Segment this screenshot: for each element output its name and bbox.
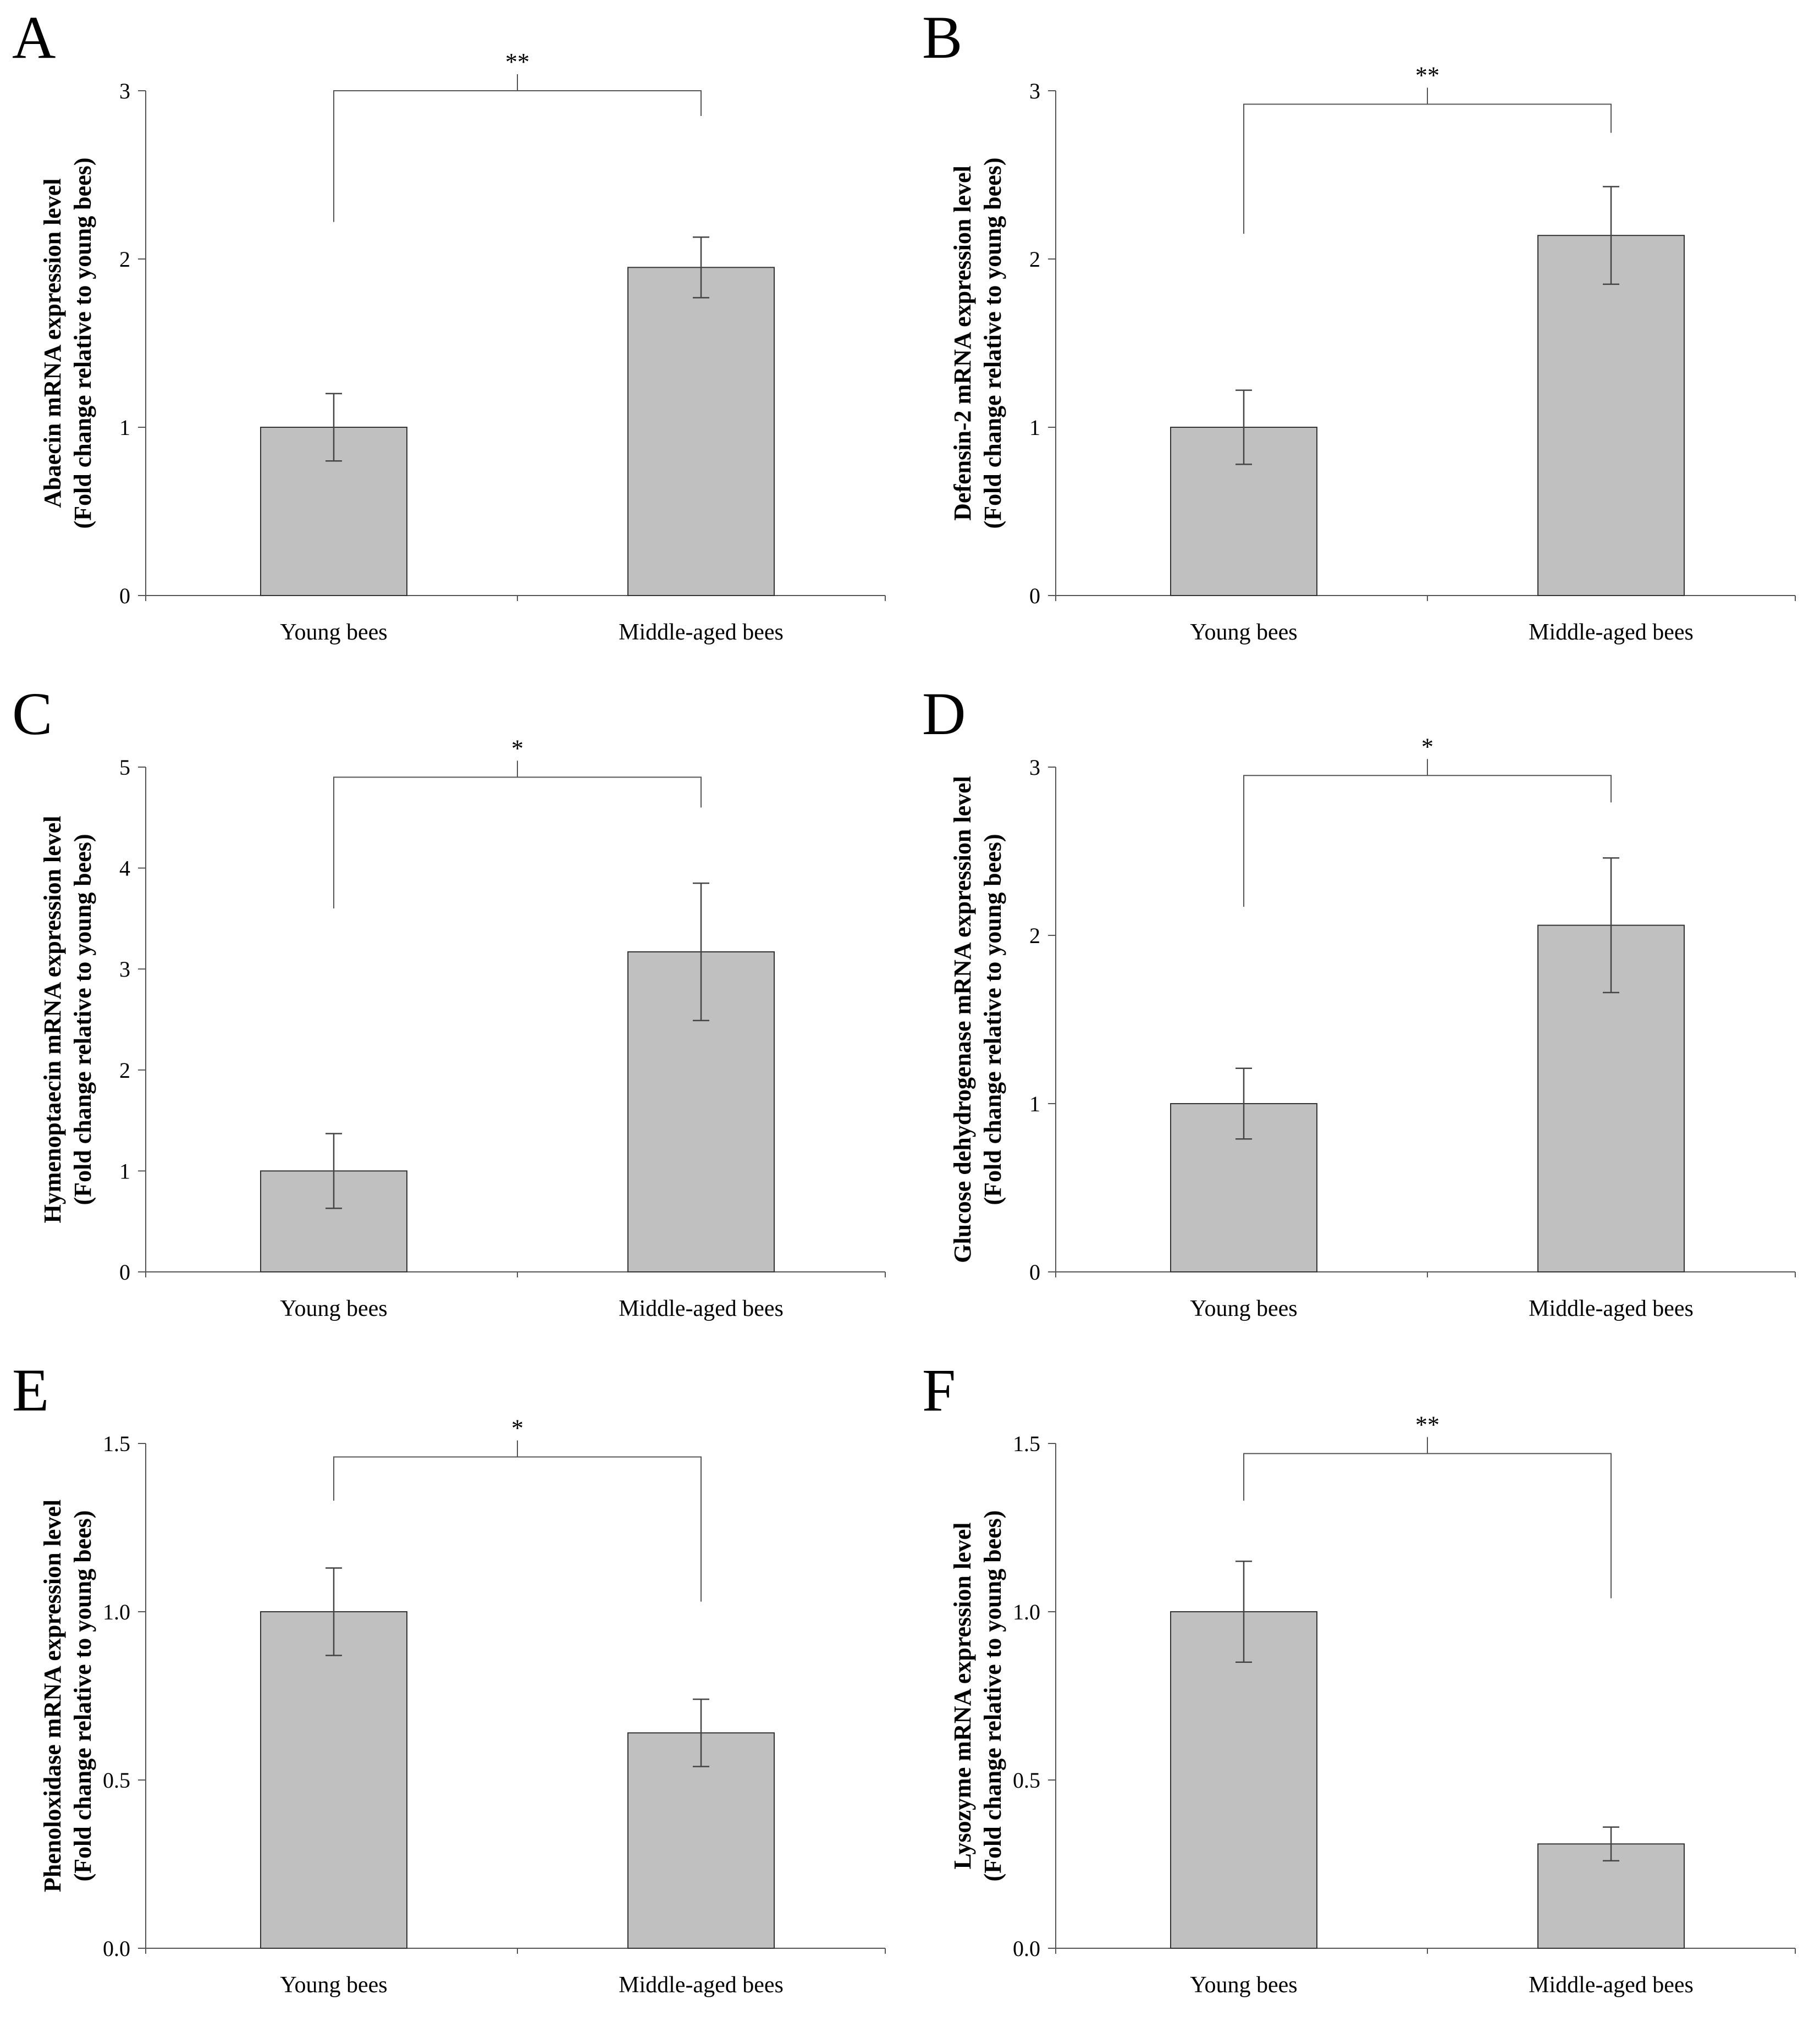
y-tick-label: 1 (119, 1159, 130, 1183)
significance-label: * (511, 735, 523, 762)
y-axis-label-subtitle: (Fold change relative to young bees) (979, 834, 1006, 1205)
y-axis-label: Phenoloxidase mRNA expression level (39, 1500, 66, 1892)
bar (1170, 1611, 1317, 1949)
y-tick-label: 2 (119, 1058, 130, 1083)
panel-letter: C (12, 680, 52, 747)
panel-e: E Phenoloxidase mRNA expression level (Fol… (12, 1357, 886, 1998)
y-axis-label: Defensin-2 mRNA expression level (949, 166, 976, 521)
bar (1537, 235, 1685, 597)
significance-bracket (333, 90, 702, 222)
panel-f: F Lysozyme mRNA expression level (Fold cha… (922, 1357, 1796, 1998)
significance-bracket (333, 776, 702, 909)
y-tick-label: 1.5 (103, 1431, 130, 1456)
panel-c: C Hymenoptaecin mRNA expression level (Fol… (12, 680, 886, 1321)
y-tick-label: 1.0 (1013, 1600, 1040, 1624)
y-axis-label-subtitle: (Fold change relative to young bees) (69, 1510, 96, 1881)
y-tick-label: 2 (1029, 247, 1040, 272)
significance-bracket (1243, 1453, 1612, 1599)
category-label: Young bees (280, 620, 387, 645)
category-label: Young bees (1190, 1972, 1297, 1998)
category-label: Middle-aged bees (1529, 1972, 1694, 1998)
panel-letter: A (12, 4, 56, 71)
category-label: Middle-aged bees (1529, 1296, 1694, 1321)
category-label: Young bees (1190, 1296, 1297, 1321)
y-tick-label: 3 (119, 957, 130, 982)
y-tick-label: 1 (1029, 415, 1040, 440)
panel-a: A Abaecin mRNA expression level (Fold chan… (12, 4, 886, 645)
y-tick-label: 5 (119, 755, 130, 780)
y-tick-label: 0 (1029, 1260, 1040, 1285)
y-tick-label: 2 (119, 247, 130, 272)
category-label: Middle-aged bees (1529, 620, 1694, 645)
significance-label: * (1421, 733, 1433, 760)
y-axis-label: Glucose dehydrogenase mRNA expression le… (949, 776, 976, 1263)
y-axis-label-subtitle: (Fold change relative to young bees) (979, 1510, 1006, 1881)
y-axis-label: Lysozyme mRNA expression level (949, 1522, 976, 1869)
y-axis-label: Abaecin mRNA expression level (39, 178, 66, 508)
panel-d: D Glucose dehydrogenase mRNA expression l… (922, 680, 1796, 1321)
category-label: Middle-aged bees (619, 1972, 784, 1998)
y-axis-label-subtitle: (Fold change relative to young bees) (69, 157, 96, 528)
panel-letter: F (922, 1357, 956, 1424)
y-axis-label-subtitle: (Fold change relative to young bees) (69, 834, 96, 1205)
category-label: Young bees (1190, 620, 1297, 645)
significance-label: ** (505, 48, 530, 75)
panel-b: B Defensin-2 mRNA expression level (Fold c… (922, 4, 1796, 645)
y-tick-label: 1.5 (1013, 1431, 1040, 1456)
y-tick-label: 1 (119, 415, 130, 440)
y-tick-label: 0.5 (103, 1768, 130, 1793)
category-label: Young bees (280, 1296, 387, 1321)
y-axis-label-subtitle: (Fold change relative to young bees) (979, 157, 1006, 528)
y-tick-label: 0.0 (1013, 1936, 1040, 1961)
y-tick-label: 1 (1029, 1092, 1040, 1116)
y-tick-label: 4 (119, 856, 130, 881)
significance-bracket (1243, 775, 1612, 907)
y-tick-label: 0 (1029, 583, 1040, 608)
y-tick-label: 3 (1029, 79, 1040, 103)
significance-label: ** (1415, 1411, 1440, 1438)
significance-label: ** (1415, 62, 1440, 89)
bar (260, 1611, 407, 1949)
significance-bracket (333, 1456, 702, 1602)
y-tick-label: 0.5 (1013, 1768, 1040, 1793)
bar (627, 267, 775, 596)
panel-letter: E (12, 1357, 49, 1424)
y-tick-label: 1.0 (103, 1600, 130, 1624)
y-tick-label: 0.0 (103, 1936, 130, 1961)
category-label: Middle-aged bees (619, 1296, 784, 1321)
y-tick-label: 3 (1029, 755, 1040, 780)
category-label: Young bees (280, 1972, 387, 1998)
category-label: Middle-aged bees (619, 620, 784, 645)
y-tick-label: 2 (1029, 923, 1040, 948)
y-axis-label: Hymenoptaecin mRNA expression level (39, 815, 66, 1223)
bar (627, 1732, 775, 1949)
panel-letter: B (922, 4, 962, 71)
y-tick-label: 3 (119, 79, 130, 103)
significance-bracket (1243, 103, 1612, 234)
panel-letter: D (922, 680, 966, 747)
y-tick-label: 0 (119, 583, 130, 608)
y-tick-label: 0 (119, 1260, 130, 1285)
significance-label: * (511, 1414, 523, 1441)
